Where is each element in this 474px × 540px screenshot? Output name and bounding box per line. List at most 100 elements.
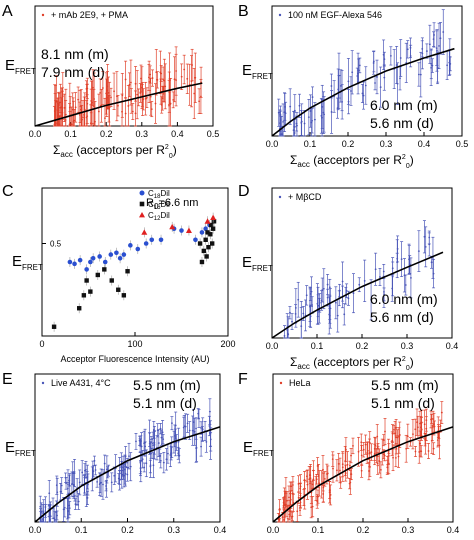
legend-label-part: C (148, 189, 154, 198)
data-point (48, 513, 51, 516)
y-axis-label-part: E (243, 439, 253, 456)
data-point (328, 491, 331, 494)
data-point (287, 517, 289, 520)
data-point-c18dil (72, 261, 77, 267)
data-point (81, 471, 84, 474)
data-point (419, 73, 422, 76)
data-point (123, 474, 125, 477)
data-point (153, 443, 156, 446)
data-point (440, 411, 443, 414)
y-axis-label: EFRET (5, 57, 36, 76)
data-point (69, 123, 71, 126)
data-point (208, 425, 211, 427)
data-point-c16dil (209, 241, 215, 246)
data-point (298, 104, 301, 107)
data-point (425, 50, 428, 52)
data-point (423, 235, 426, 238)
data-point (127, 105, 130, 107)
data-point (140, 77, 142, 80)
legend-label: 100 nM EGF-Alexa 546 (288, 10, 382, 20)
data-point (165, 458, 168, 461)
x-axis-label-part: 2 (165, 144, 169, 151)
data-point-c12dil (204, 218, 211, 224)
data-point (68, 106, 71, 109)
data-point (289, 311, 291, 314)
data-point (55, 511, 58, 514)
panel-letter: D (238, 183, 250, 200)
y-axis-label-part: E (12, 253, 22, 270)
data-point (124, 78, 127, 81)
x-tick-label: 0.1 (64, 129, 77, 139)
x-tick-label: 0.4 (214, 525, 227, 535)
data-point (382, 439, 385, 442)
data-point (289, 498, 292, 501)
data-point (173, 78, 176, 81)
data-point (42, 517, 44, 520)
data-point (379, 276, 381, 278)
data-point (190, 80, 193, 83)
data-point (414, 428, 417, 431)
data-point (96, 480, 99, 483)
y-axis-label-part: FRET (22, 263, 43, 272)
data-point (392, 456, 394, 459)
data-point-c16dil (209, 222, 214, 228)
data-point (366, 449, 369, 452)
y-axis-label: EFRET (243, 439, 274, 458)
data-point (391, 267, 394, 270)
fit-curve (272, 426, 454, 523)
data-point (124, 112, 127, 115)
data-point (416, 421, 418, 424)
x-axis-label-part: acc (60, 150, 72, 159)
data-point (94, 469, 97, 471)
data-point (430, 418, 432, 421)
data-point (122, 466, 125, 469)
y-axis-label-part: FRET (253, 449, 274, 458)
data-point (360, 469, 363, 472)
data-point-c18dil (90, 255, 96, 261)
panel-letter: B (238, 3, 249, 20)
data-point (286, 499, 288, 502)
data-point (172, 98, 175, 101)
legend-marker (139, 190, 145, 196)
data-point (368, 470, 370, 472)
data-point (290, 485, 293, 488)
data-point (282, 518, 285, 521)
x-tick-label: 0.0 (266, 139, 279, 149)
data-point (297, 496, 300, 499)
data-point (173, 434, 176, 437)
data-point (126, 461, 129, 464)
data-point (376, 76, 378, 78)
data-point (307, 116, 310, 118)
data-point (341, 100, 344, 103)
data-point (378, 460, 381, 462)
data-point (70, 123, 73, 126)
data-point (336, 314, 339, 317)
data-point (73, 119, 76, 122)
data-point (442, 31, 445, 33)
distance-annotation: 5.1 nm (d) (371, 395, 435, 411)
legend-marker (139, 201, 145, 207)
data-point (410, 276, 412, 279)
data-point-c16dil (205, 230, 210, 235)
legend-label: C12Dil (148, 211, 170, 222)
data-point (299, 494, 302, 497)
x-tick-label: 0.3 (401, 341, 414, 351)
data-point (166, 452, 169, 455)
data-point-c16dil (77, 306, 82, 311)
data-point (149, 465, 152, 468)
data-point (71, 108, 74, 111)
data-point (117, 104, 119, 107)
data-point (64, 476, 67, 479)
y-axis-label-part: E (242, 62, 252, 79)
data-point (139, 440, 142, 442)
data-point (430, 261, 433, 264)
data-point (317, 304, 319, 307)
y-axis-label: EFRET (12, 253, 43, 272)
data-point (396, 248, 399, 250)
distance-annotation: 7.9 nm (d) (41, 64, 105, 80)
x-axis-label: Σacc (acceptors per R20) (290, 355, 414, 372)
x-axis-label: Σacc (acceptors per R20) (290, 153, 414, 170)
x-axis-label-part: Σ (53, 143, 60, 157)
x-tick-label: 0.5 (456, 139, 469, 149)
